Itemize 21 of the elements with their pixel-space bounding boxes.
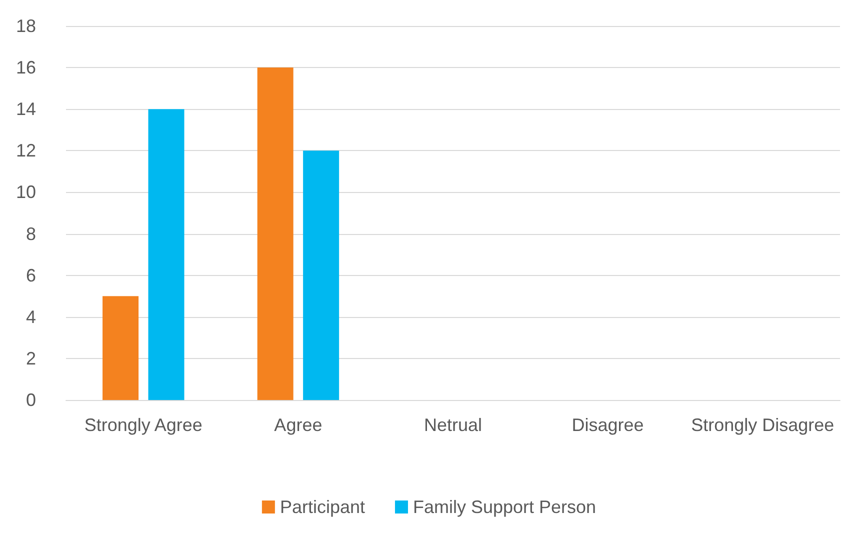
y-tick-label: 14 (16, 99, 36, 120)
x-tick-label: Strongly Agree (84, 415, 202, 435)
x-tick-label: Netrual (424, 415, 482, 435)
y-tick-label: 8 (26, 224, 36, 244)
y-tick-label: 10 (16, 182, 36, 202)
x-tick-label: Disagree (572, 415, 644, 435)
x-tick-label: Agree (274, 415, 322, 435)
y-tick-label: 0 (26, 390, 36, 410)
y-tick-label: 12 (16, 140, 36, 161)
x-tick-label: Strongly Disagree (691, 415, 834, 435)
bar (257, 68, 294, 400)
y-tick-label: 16 (16, 58, 36, 78)
legend-label: Participant (280, 497, 365, 517)
y-tick-label: 4 (26, 306, 36, 327)
y-tick-label: 2 (26, 348, 36, 368)
legend-label: Family Support Person (412, 497, 596, 517)
bar (148, 109, 184, 400)
bar (102, 296, 139, 400)
bar (303, 150, 340, 400)
y-tick-label: 6 (26, 265, 36, 286)
y-tick-label: 18 (16, 16, 36, 36)
